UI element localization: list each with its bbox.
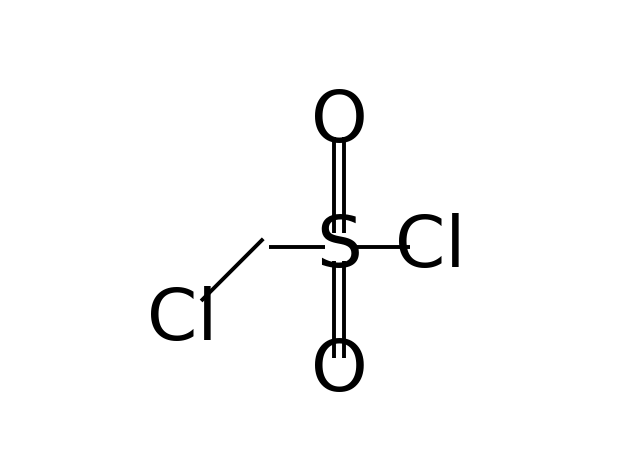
Text: Cl: Cl <box>396 213 465 282</box>
Text: O: O <box>310 88 367 157</box>
Text: Cl: Cl <box>147 286 217 355</box>
Text: S: S <box>316 213 362 282</box>
Text: O: O <box>310 337 367 406</box>
